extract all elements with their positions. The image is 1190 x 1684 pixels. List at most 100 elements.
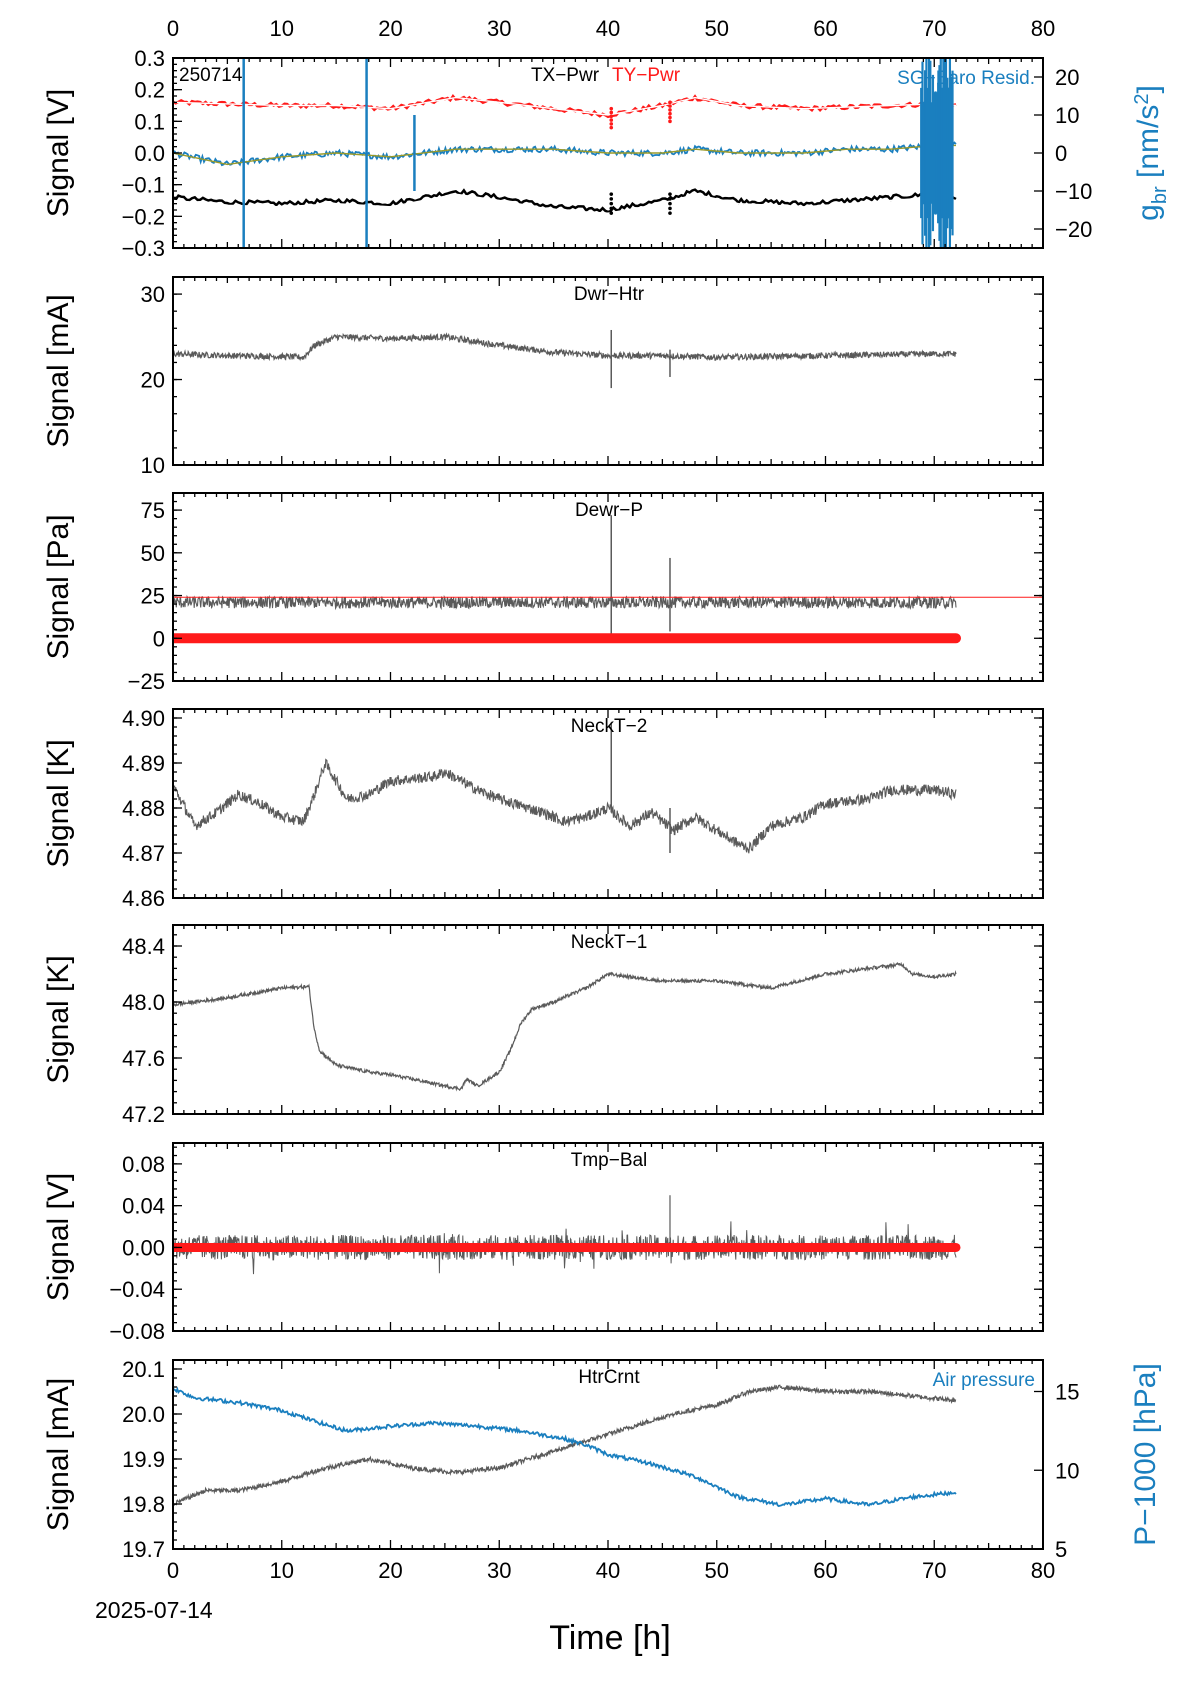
top-x-tick-label: 20	[378, 16, 402, 41]
series-tx-pwr-fit	[173, 193, 957, 214]
y-tick-label: 4.87	[122, 841, 165, 866]
y2-axis-label: P−1000 [hPa]	[1129, 1363, 1162, 1546]
tx-pwr-spike-point	[668, 206, 672, 211]
bottom-x-tick-label: 30	[487, 1558, 511, 1583]
series-dwr-htr	[173, 332, 957, 362]
panel-5: 47.2 47.6 48.0 48.4 Signal [K] NeckT−1	[42, 924, 1044, 1127]
y2-axis-label-part: 2	[1131, 94, 1153, 105]
panel-3: −25 0 25 50 75 Signal [Pa] Dewr−P	[42, 492, 1044, 694]
bottom-x-tick-label: 20	[378, 1558, 402, 1583]
panel-right-label: Air pressure	[933, 1370, 1035, 1391]
series-air-pressure	[173, 1386, 957, 1508]
ty-pwr-spike-point	[668, 100, 672, 105]
panel-2: 10 20 30 Signal [mA] Dwr−Htr	[42, 276, 1044, 478]
panels-layer: −0.3−0.2−0.10.00.10.20.3−20−1001020Signa…	[42, 16, 1171, 1583]
series-ty-pwr-fit	[173, 96, 957, 116]
series-sg-baro	[173, 140, 957, 167]
y-tick-label: 0.3	[134, 46, 165, 71]
ty-pwr-spike-point	[668, 111, 672, 116]
y-tick-label: 48.4	[122, 934, 165, 959]
bottom-x-tick-label: 60	[813, 1558, 837, 1583]
y2-tick-label: 10	[1055, 103, 1079, 128]
bottom-x-tick-label: 70	[922, 1558, 946, 1583]
top-x-tick-label: 70	[922, 16, 946, 41]
panel-title-tx-pwr: TX−Pwr	[531, 65, 600, 86]
series-dewr-p	[173, 594, 957, 611]
bottom-x-tick-label: 10	[270, 1558, 294, 1583]
tx-pwr-spike-point	[609, 206, 614, 211]
panel-4: 4.86 4.87 4.88 4.89 4.90 Signal [K] NeckT−2	[42, 706, 1044, 911]
panel-corner-label: 250714	[179, 65, 243, 86]
panel-frame	[172, 276, 1044, 466]
y-tick-label: 0.08	[122, 1152, 165, 1177]
y2-axis-label-part: [nm/s	[1132, 105, 1165, 187]
top-x-tick-label: 50	[705, 16, 729, 41]
y-tick-label: −25	[128, 669, 165, 694]
y2-tick-label: −10	[1055, 179, 1092, 204]
y-tick-label: 19.8	[122, 1492, 165, 1517]
y-tick-label: 4.90	[122, 706, 165, 731]
y-tick-label: 0.04	[122, 1194, 165, 1219]
y-axis-label: Signal [K]	[42, 955, 75, 1083]
y2-tick-label: 5	[1055, 1537, 1067, 1562]
y-tick-label: 47.6	[122, 1046, 165, 1071]
plot-area	[173, 722, 957, 854]
y-tick-label: 0.2	[134, 78, 165, 103]
panel-right-label: SG−Baro Resid.	[897, 68, 1035, 89]
panel-6: −0.08 −0.04 0.00 0.04 0.08 Signal [V] Tmp−Bal	[42, 1142, 1044, 1344]
panel-frame	[172, 1142, 1044, 1332]
ty-pwr-spike-point	[668, 104, 672, 108]
top-x-tick-label: 40	[596, 16, 620, 41]
y2-tick-label: 0	[1055, 141, 1067, 166]
ty-pwr-spike-point	[609, 118, 614, 122]
plot-area	[173, 961, 957, 1092]
ty-pwr-spike-point	[668, 115, 672, 120]
ty-pwr-spike-point	[609, 106, 614, 111]
tx-pwr-spike-point	[668, 211, 672, 215]
y-axis-label: Signal [V]	[42, 1173, 75, 1301]
top-x-tick-label: 30	[487, 16, 511, 41]
y-tick-label: 50	[141, 541, 165, 566]
panel-1: −0.3 −0.2 −0.1 0.0 0.1 0.2 0.3 −20 −10 0 10 20 Signa…	[42, 46, 1171, 261]
ty-pwr-spike-point	[668, 108, 672, 112]
y-tick-label: −0.3	[122, 236, 165, 261]
y-tick-label: 20.1	[122, 1357, 165, 1382]
series-tmp-bal	[173, 1221, 957, 1275]
panel-title: Dewr−P	[575, 500, 643, 521]
tx-pwr-spike-point	[609, 201, 614, 206]
date-label: 2025-07-14	[95, 1597, 213, 1623]
tx-pwr-spike-point	[609, 211, 614, 215]
y2-tick-label: 10	[1055, 1458, 1079, 1483]
y-tick-label: 4.86	[122, 886, 165, 911]
y-tick-label: 30	[141, 282, 165, 307]
y-tick-label: −0.08	[109, 1319, 165, 1344]
y-axis-label: Signal [mA]	[42, 294, 75, 447]
top-x-tick-label: 60	[813, 16, 837, 41]
y-axis-label: Signal [V]	[42, 89, 75, 217]
y-axis-label: Signal [mA]	[42, 1378, 75, 1531]
top-x-tick-label: 10	[270, 16, 294, 41]
panel-frame	[172, 57, 1044, 249]
tx-pwr-spike-point	[609, 197, 614, 201]
plot-area	[173, 329, 957, 389]
plot-area	[173, 58, 957, 248]
y-tick-label: 0.0	[134, 141, 165, 166]
y-tick-label: 25	[141, 584, 165, 609]
tx-pwr-spike-point	[609, 192, 614, 196]
y-tick-label: 4.88	[122, 796, 165, 821]
plot-area	[173, 1384, 957, 1508]
plot-area	[173, 1195, 961, 1275]
bottom-x-tick-label: 40	[596, 1558, 620, 1583]
ty-pwr-spike-point	[668, 119, 672, 124]
y-tick-label: 19.7	[122, 1537, 165, 1562]
y2-tick-label: 15	[1055, 1380, 1079, 1405]
y2-axis-label-part: ]	[1132, 85, 1165, 93]
tx-pwr-spike-point	[668, 192, 672, 196]
bottom-x-tick-label: 80	[1031, 1558, 1055, 1583]
bottom-x-tick-label: 0	[167, 1558, 179, 1583]
tx-pwr-spike-point	[668, 201, 672, 206]
y-tick-label: −0.1	[122, 173, 165, 198]
y-tick-label: 4.89	[122, 751, 165, 776]
series-tx-pwr	[173, 188, 957, 214]
